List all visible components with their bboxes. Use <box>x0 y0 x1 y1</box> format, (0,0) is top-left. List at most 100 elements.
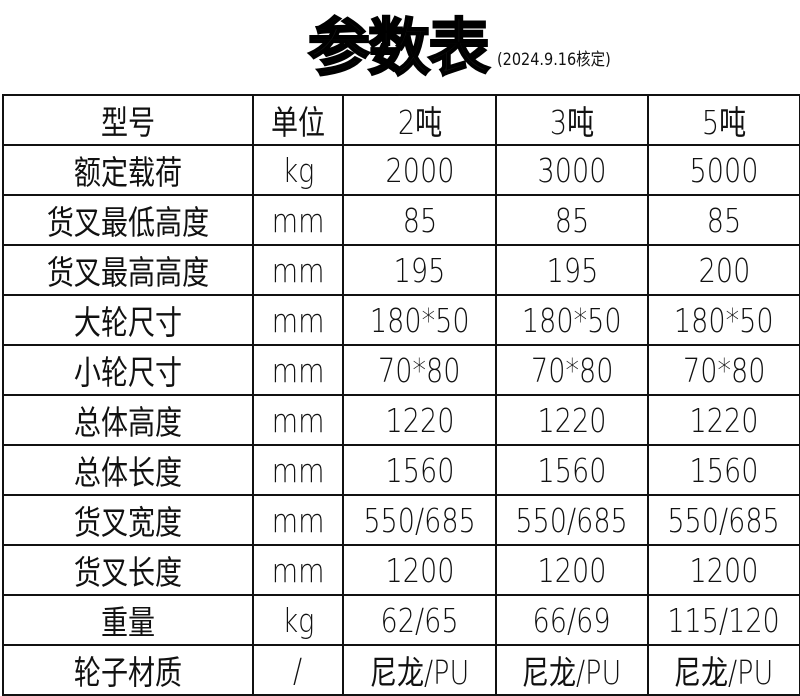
cell-unit: mm <box>252 244 344 296</box>
cell-2t: 1220 <box>342 394 497 446</box>
cell-text: 195 <box>546 250 598 290</box>
cell-text: 额定载荷 <box>73 153 183 192</box>
cell-3t: 1200 <box>495 544 649 596</box>
cell-unit: mm <box>252 194 344 246</box>
cell-3t: 3000 <box>495 144 649 196</box>
cell-text: 550/685 <box>363 500 476 540</box>
cell-unit: mm <box>252 344 344 396</box>
cell-unit: 单位 <box>252 94 344 146</box>
cell-unit: mm <box>252 444 344 496</box>
cell-5t: 85 <box>647 194 800 246</box>
cell-text: 180*50 <box>674 300 774 340</box>
cell-2t: 70*80 <box>342 344 497 396</box>
cell-text: 货叉最低高度 <box>46 203 210 242</box>
cell-5t: 70*80 <box>647 344 800 396</box>
cell-text: 货叉长度 <box>73 553 183 592</box>
table-row: 小轮尺寸 mm 70*80 70*80 70*80 <box>2 344 800 396</box>
cell-model-label: 大轮尺寸 <box>2 294 254 346</box>
table-row: 额定载荷 kg 2000 3000 5000 <box>2 144 800 196</box>
cell-model-label: 总体长度 <box>2 444 254 496</box>
cell-unit: mm <box>252 394 344 446</box>
cell-text: mm <box>271 550 325 590</box>
cell-3t: 3吨 <box>495 94 649 146</box>
cell-text: mm <box>271 200 325 240</box>
table-row: 货叉最高高度 mm 195 195 200 <box>2 244 800 296</box>
cell-text: mm <box>271 500 325 540</box>
cell-text: 195 <box>393 250 446 290</box>
cell-model-label: 重量 <box>2 594 254 646</box>
cell-2t: 195 <box>342 244 497 296</box>
cell-3t: 66/69 <box>495 594 649 646</box>
cell-text: mm <box>271 300 325 340</box>
cell-text: 70*80 <box>530 350 614 390</box>
cell-text: 小轮尺寸 <box>73 353 183 392</box>
cell-text: 5吨 <box>701 103 747 142</box>
cell-5t: 200 <box>647 244 800 296</box>
cell-text: 总体高度 <box>73 403 183 442</box>
cell-5t: 550/685 <box>647 494 800 546</box>
cell-5t: 1560 <box>647 444 800 496</box>
cell-text: 70*80 <box>682 350 766 390</box>
cell-text: 货叉最高高度 <box>46 253 210 292</box>
cell-3t: 550/685 <box>495 494 649 546</box>
date-note: (2024.9.16核定) <box>497 50 611 70</box>
cell-text: 115/120 <box>667 600 781 640</box>
cell-text: 5000 <box>689 150 759 190</box>
cell-text: 66/69 <box>532 600 611 640</box>
cell-3t: 1220 <box>495 394 649 446</box>
cell-text: 型号 <box>100 103 156 142</box>
cell-5t: 180*50 <box>647 294 800 346</box>
cell-text: kg <box>282 600 314 640</box>
table-row: 货叉长度 mm 1200 1200 1200 <box>2 544 800 596</box>
cell-2t: 180*50 <box>342 294 497 346</box>
cell-text: 550/685 <box>515 500 629 540</box>
cell-unit: kg <box>252 594 344 646</box>
cell-text: 70*80 <box>378 350 461 390</box>
cell-text: 尼龙/PU <box>369 653 470 692</box>
cell-text: 1200 <box>537 550 607 590</box>
cell-text: 85 <box>402 200 437 240</box>
cell-text: 62/65 <box>380 600 459 640</box>
cell-2t: 尼龙/PU <box>342 644 497 696</box>
cell-text: kg <box>282 150 314 190</box>
cell-text: 85 <box>706 200 742 240</box>
cell-text: 尼龙/PU <box>674 653 774 692</box>
cell-model-label: 轮子材质 <box>2 644 254 696</box>
cell-text: 尼龙/PU <box>522 653 622 692</box>
cell-5t: 1200 <box>647 544 800 596</box>
cell-text: / <box>293 650 303 690</box>
cell-text: 3000 <box>537 150 607 190</box>
cell-unit: / <box>252 644 344 696</box>
table-row: 大轮尺寸 mm 180*50 180*50 180*50 <box>2 294 800 346</box>
spec-table: 型号 单位 2吨 3吨 5吨 额定载荷 kg 2000 3000 5000 货叉最低高度 mm 85 85… <box>2 94 800 696</box>
cell-text: mm <box>271 450 325 490</box>
cell-model-label: 货叉最高高度 <box>2 244 254 296</box>
cell-3t: 195 <box>495 244 649 296</box>
cell-text: 1220 <box>385 400 454 440</box>
cell-text: 1220 <box>689 400 759 440</box>
cell-3t: 70*80 <box>495 344 649 396</box>
cell-2t: 2吨 <box>342 94 497 146</box>
cell-unit: mm <box>252 544 344 596</box>
cell-text: 1560 <box>689 450 759 490</box>
cell-text: 1200 <box>689 550 759 590</box>
cell-text: 85 <box>554 200 590 240</box>
table-row: 重量 kg 62/65 66/69 115/120 <box>2 594 800 646</box>
cell-text: 1220 <box>537 400 607 440</box>
cell-text: 1560 <box>385 450 454 490</box>
cell-model-label: 型号 <box>2 94 254 146</box>
page-title: 参数表 <box>307 10 491 85</box>
cell-model-label: 货叉长度 <box>2 544 254 596</box>
cell-5t: 5000 <box>647 144 800 196</box>
cell-unit: mm <box>252 494 344 546</box>
cell-text: 2吨 <box>397 103 442 142</box>
cell-5t: 尼龙/PU <box>647 644 800 696</box>
cell-5t: 5吨 <box>647 94 800 146</box>
cell-3t: 1560 <box>495 444 649 496</box>
cell-text: 单位 <box>270 103 326 142</box>
cell-unit: kg <box>252 144 344 196</box>
cell-2t: 1560 <box>342 444 497 496</box>
cell-2t: 85 <box>342 194 497 246</box>
cell-text: mm <box>271 400 325 440</box>
table-row: 总体高度 mm 1220 1220 1220 <box>2 394 800 446</box>
